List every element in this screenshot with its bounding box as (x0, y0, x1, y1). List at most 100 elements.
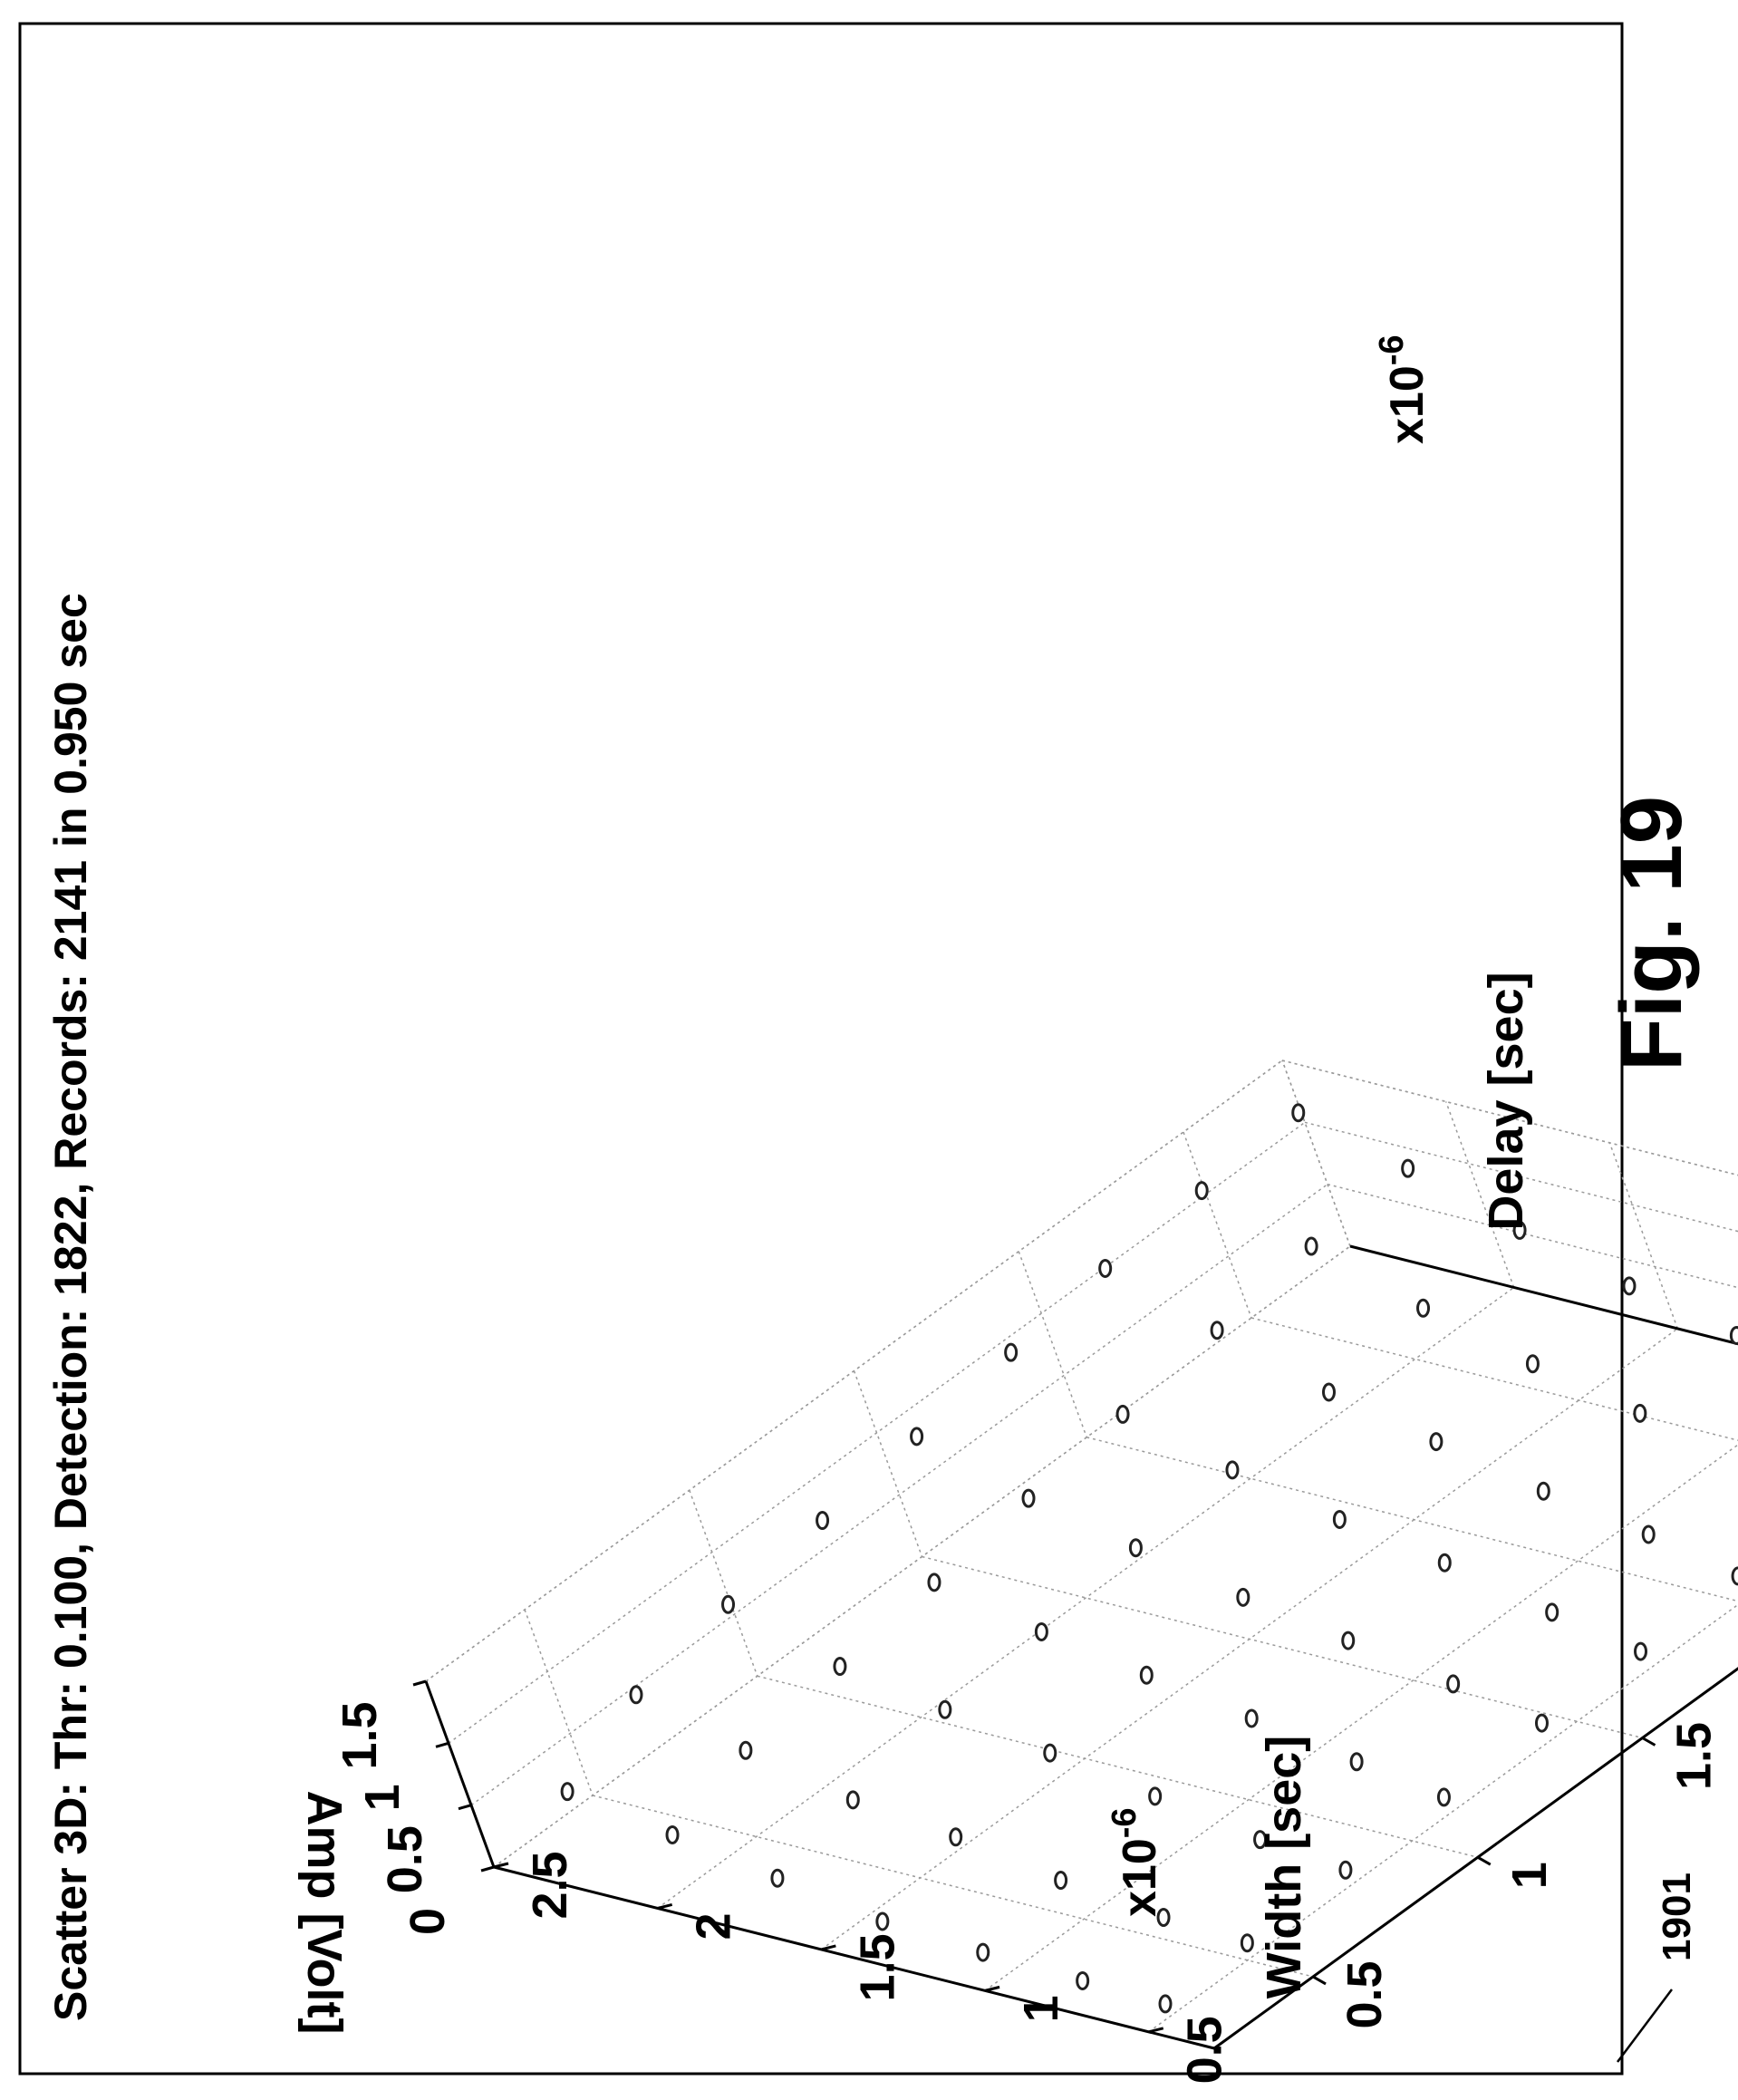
svg-text:x10-6: x10-6 (1373, 334, 1434, 444)
y-axis-exponent: x10-6 (1106, 1807, 1166, 1917)
z-tick (412, 1679, 427, 1687)
x-axis-exponent: x10-6 (1373, 334, 1434, 444)
x-tick (1477, 1855, 1492, 1866)
data-point (1194, 1181, 1209, 1201)
x-tick-label: 1 (1502, 1862, 1557, 1889)
tick-labels: 0.511.522.50.511.522.500.511.5 (333, 1701, 1722, 2084)
data-point (1332, 1509, 1347, 1529)
y-tick (1148, 2027, 1164, 2034)
data-point (1622, 1276, 1637, 1296)
grid-line (470, 1184, 1328, 1806)
data-point (1641, 1524, 1656, 1544)
grid-line (689, 1489, 758, 1677)
data-point (1401, 1158, 1415, 1178)
data-point (1240, 1933, 1254, 1953)
y-tick-label: 1 (1014, 1995, 1068, 2022)
grid-line (853, 1370, 923, 1557)
data-point (560, 1782, 575, 1802)
y-tick (820, 1944, 836, 1951)
data-point (1512, 1220, 1527, 1240)
x-tick-label: 0.5 (1337, 1960, 1392, 2028)
grid-line (425, 1060, 1283, 1682)
y-axis-label: Width [sec] (1257, 1736, 1311, 1999)
data-point (1156, 1908, 1171, 1928)
data-point (1225, 1460, 1240, 1480)
chart-title: Scatter 3D: Thr: 0.100, Detection: 1822,… (45, 593, 96, 2021)
x-tick (1312, 1975, 1327, 1986)
data-point (949, 1827, 963, 1847)
data-point (927, 1573, 941, 1592)
data-point (910, 1427, 924, 1447)
data-point (1034, 1621, 1048, 1641)
grid-line (1183, 1131, 1252, 1319)
data-point (875, 1911, 890, 1931)
data-point (739, 1740, 753, 1760)
data-point (1437, 1553, 1452, 1573)
data-point (1253, 1830, 1268, 1850)
data-point (665, 1824, 680, 1844)
reference-numeral: 1901 (1655, 1873, 1699, 1961)
data-point (1148, 1786, 1163, 1806)
data-point (1210, 1321, 1224, 1340)
grid-line (524, 1609, 594, 1796)
data-point (1076, 1970, 1090, 1990)
data-point (1729, 1325, 1738, 1345)
y-tick-label: 1.5 (850, 1933, 904, 2001)
data-point (1004, 1342, 1019, 1362)
y-axis-line (1349, 1244, 1738, 1346)
grid-line (1148, 1603, 1738, 2033)
grid-line (1608, 1142, 1679, 1330)
reference-leader-line (1617, 1989, 1673, 2063)
data-point (1291, 1103, 1306, 1123)
data-point (1236, 1587, 1250, 1607)
x-tick-label: 1.5 (1667, 1722, 1722, 1790)
data-point (833, 1657, 847, 1677)
data-point (1338, 1860, 1353, 1880)
data-points (560, 1103, 1738, 2014)
data-point (1054, 1871, 1068, 1891)
grid-line (820, 1328, 1678, 1950)
grid-line (1018, 1251, 1087, 1438)
data-point (1043, 1743, 1057, 1763)
data-point (1436, 1787, 1451, 1807)
svg-text:x10-6: x10-6 (1106, 1807, 1166, 1917)
z-axis-line (424, 1680, 496, 1868)
figure-label: Fig. 19 (1603, 796, 1700, 1071)
data-point (1536, 1481, 1550, 1501)
z-tick-label: 1.5 (333, 1701, 387, 1769)
data-point (1634, 1641, 1648, 1661)
data-point (1416, 1298, 1431, 1318)
y-exponent-base: x10 (1114, 1838, 1166, 1917)
z-tick (480, 1865, 495, 1873)
data-point (845, 1790, 860, 1810)
z-tick (458, 1804, 472, 1811)
data-point (1128, 1538, 1143, 1558)
grid-line (448, 1121, 1306, 1744)
y-tick-label: 0.5 (1178, 2016, 1232, 2084)
tick-marks (412, 1679, 1656, 2034)
x-exponent-power: -6 (1373, 334, 1411, 365)
grid-line (1444, 1101, 1515, 1288)
y-tick (657, 1902, 673, 1910)
data-point (1525, 1354, 1540, 1374)
y-tick (984, 1985, 1000, 1992)
data-point (1349, 1752, 1364, 1772)
data-point (1534, 1713, 1549, 1733)
data-point (1341, 1631, 1356, 1650)
data-point (1115, 1404, 1130, 1424)
z-tick-label: 0.5 (378, 1825, 432, 1893)
grid-line (657, 1286, 1515, 1910)
data-point (1244, 1708, 1259, 1728)
x-tick (1641, 1737, 1656, 1747)
y-tick-label: 2.5 (523, 1851, 577, 1919)
z-tick (435, 1741, 449, 1748)
grid-layer (425, 1060, 1738, 2033)
data-point (1545, 1602, 1559, 1622)
y-exponent-power: -6 (1106, 1807, 1144, 1838)
data-point (976, 1942, 990, 1962)
x-exponent-base: x10 (1381, 365, 1434, 444)
data-point (1429, 1432, 1444, 1452)
z-tick-label: 1 (355, 1784, 410, 1811)
figure-frame (18, 22, 1624, 2076)
